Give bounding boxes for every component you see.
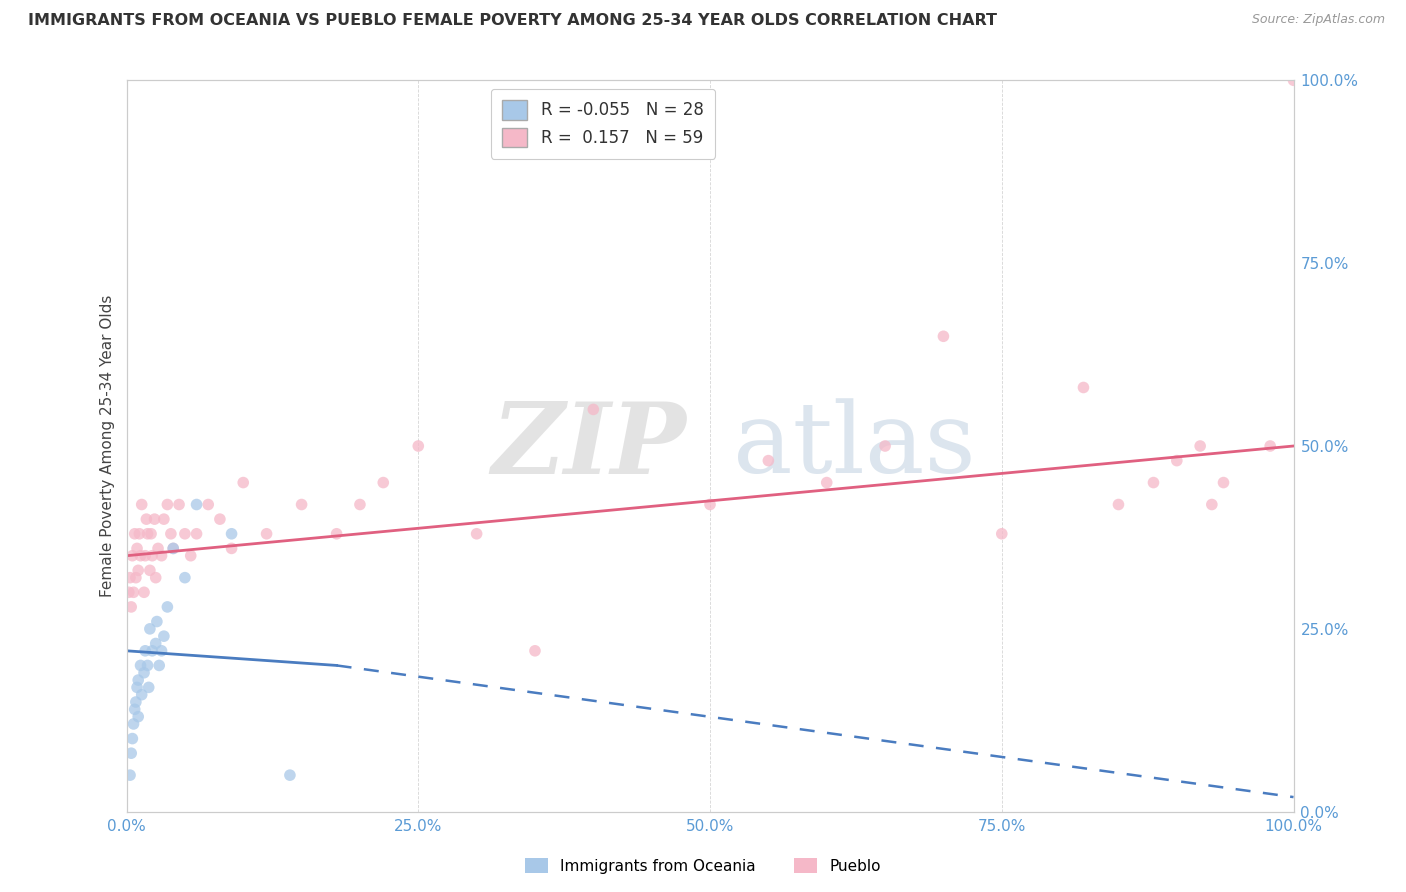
Point bbox=[139, 622, 162, 636]
Point bbox=[1212, 475, 1234, 490]
Point bbox=[129, 658, 152, 673]
Point bbox=[141, 549, 163, 563]
Point bbox=[122, 585, 145, 599]
Point bbox=[815, 475, 838, 490]
Point bbox=[186, 526, 208, 541]
Point bbox=[148, 658, 170, 673]
Point bbox=[131, 498, 153, 512]
Point bbox=[127, 709, 149, 723]
Point bbox=[523, 644, 546, 658]
Point bbox=[153, 512, 176, 526]
Point bbox=[186, 498, 208, 512]
Point bbox=[127, 673, 149, 687]
Legend: R = -0.055   N = 28, R =  0.157   N = 59: R = -0.055 N = 28, R = 0.157 N = 59 bbox=[491, 88, 716, 159]
Point bbox=[128, 526, 150, 541]
Point bbox=[290, 498, 312, 512]
Point bbox=[232, 475, 254, 490]
Point bbox=[990, 526, 1012, 541]
Point bbox=[1201, 498, 1223, 512]
Point bbox=[145, 571, 167, 585]
Point bbox=[1073, 380, 1095, 394]
Point bbox=[136, 526, 159, 541]
Point bbox=[174, 526, 197, 541]
Point bbox=[221, 541, 243, 556]
Point bbox=[134, 549, 156, 563]
Point bbox=[153, 629, 176, 643]
Point bbox=[132, 665, 155, 680]
Point bbox=[221, 526, 243, 541]
Point bbox=[125, 681, 148, 695]
Point bbox=[146, 541, 169, 556]
Point bbox=[127, 563, 149, 577]
Point bbox=[138, 681, 160, 695]
Text: Source: ZipAtlas.com: Source: ZipAtlas.com bbox=[1251, 13, 1385, 27]
Point bbox=[118, 571, 141, 585]
Point bbox=[208, 512, 231, 526]
Point bbox=[373, 475, 395, 490]
Point bbox=[156, 599, 179, 614]
Text: ZIP: ZIP bbox=[492, 398, 686, 494]
Text: IMMIGRANTS FROM OCEANIA VS PUEBLO FEMALE POVERTY AMONG 25-34 YEAR OLDS CORRELATI: IMMIGRANTS FROM OCEANIA VS PUEBLO FEMALE… bbox=[28, 13, 997, 29]
Point bbox=[156, 498, 179, 512]
Point bbox=[125, 695, 148, 709]
Legend: Immigrants from Oceania, Pueblo: Immigrants from Oceania, Pueblo bbox=[519, 852, 887, 880]
Point bbox=[143, 512, 166, 526]
Point bbox=[141, 644, 163, 658]
Point bbox=[145, 636, 167, 650]
Point bbox=[132, 585, 155, 599]
Point bbox=[756, 453, 779, 467]
Point bbox=[131, 688, 153, 702]
Point bbox=[582, 402, 605, 417]
Point bbox=[139, 563, 162, 577]
Point bbox=[932, 329, 955, 343]
Point bbox=[124, 702, 146, 716]
Point bbox=[1189, 439, 1212, 453]
Point bbox=[349, 498, 371, 512]
Point bbox=[121, 549, 143, 563]
Point bbox=[124, 526, 146, 541]
Point bbox=[160, 526, 183, 541]
Point bbox=[1108, 498, 1130, 512]
Point bbox=[1258, 439, 1281, 453]
Point bbox=[134, 644, 156, 658]
Point bbox=[150, 549, 173, 563]
Point bbox=[136, 658, 159, 673]
Point bbox=[1166, 453, 1188, 467]
Point bbox=[875, 439, 897, 453]
Point bbox=[465, 526, 488, 541]
Point bbox=[278, 768, 301, 782]
Point bbox=[162, 541, 184, 556]
Text: atlas: atlas bbox=[734, 398, 976, 494]
Point bbox=[125, 571, 148, 585]
Point bbox=[125, 541, 148, 556]
Point bbox=[167, 498, 190, 512]
Point bbox=[1142, 475, 1164, 490]
Point bbox=[699, 498, 721, 512]
Point bbox=[129, 549, 152, 563]
Point bbox=[146, 615, 169, 629]
Point bbox=[256, 526, 278, 541]
Y-axis label: Female Poverty Among 25-34 Year Olds: Female Poverty Among 25-34 Year Olds bbox=[100, 295, 115, 597]
Point bbox=[118, 585, 141, 599]
Point bbox=[139, 526, 162, 541]
Point bbox=[162, 541, 184, 556]
Point bbox=[118, 768, 141, 782]
Point bbox=[120, 599, 142, 614]
Point bbox=[408, 439, 430, 453]
Point bbox=[325, 526, 347, 541]
Point bbox=[174, 571, 197, 585]
Point bbox=[122, 717, 145, 731]
Point bbox=[121, 731, 143, 746]
Point bbox=[180, 549, 202, 563]
Point bbox=[1282, 73, 1305, 87]
Point bbox=[197, 498, 219, 512]
Point bbox=[120, 746, 142, 760]
Point bbox=[150, 644, 173, 658]
Point bbox=[135, 512, 157, 526]
